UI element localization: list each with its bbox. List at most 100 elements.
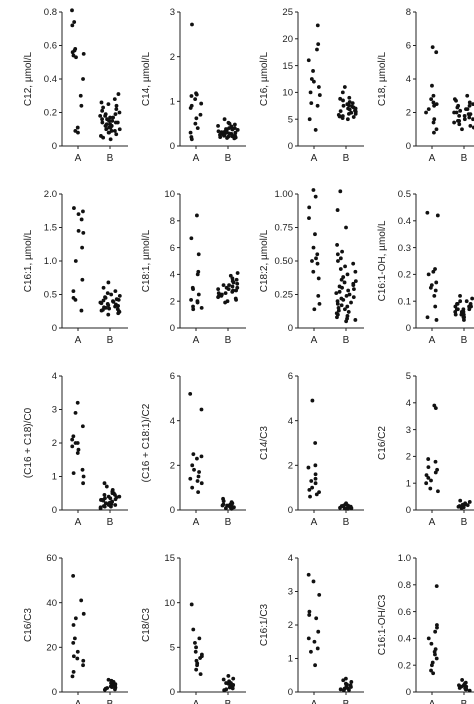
data-point-A [71,289,76,294]
y-tick-label: 4 [288,416,293,427]
data-point-B [347,103,351,108]
data-point-A [424,110,428,115]
data-point-A [79,308,84,313]
data-point-A [311,245,316,250]
data-point-B [344,319,349,324]
data-point-B [231,280,236,285]
y-tick-label: 0 [52,505,57,516]
y-tick-label: 0 [52,323,57,334]
y-tick-label: 4 [52,371,57,382]
dot-plot-7: 0 0.25 0.50 0.75 1.00 C18:2, µmol/L A B [259,188,364,346]
data-point-B [338,687,343,692]
data-point-B [101,498,106,503]
data-point-B [347,688,351,692]
data-point-B [468,124,473,128]
data-point-B [347,107,352,112]
data-point-B [100,108,105,113]
data-point-B [110,118,115,123]
data-point-A [81,51,86,56]
data-point-B [230,127,235,132]
data-point-B [113,503,118,507]
y-tick-label: 2.0 [44,189,57,200]
x-category-label: B [461,335,468,346]
data-point-A [435,213,440,218]
y-tick-label: 0 [406,505,411,516]
data-point-A [193,97,198,101]
data-point-A [426,272,431,277]
dot-plot-4: 0 2 4 6 8 C18, µmol/L A B [377,7,474,164]
data-point-B [336,308,341,313]
data-point-B [117,293,122,298]
data-point-A [75,400,80,405]
data-point-A [313,128,318,132]
data-point-B [462,117,467,122]
data-point-B [457,113,462,118]
data-point-A [434,584,439,589]
data-point-B [216,129,221,134]
x-category-label: A [75,699,82,704]
data-point-A [70,23,75,28]
data-point-B [230,686,235,691]
x-category-label: B [107,517,114,528]
y-tick-label: 0.6 [398,607,411,618]
y-tick-label: 20 [46,643,57,654]
data-point-B [344,225,348,230]
y-tick-label: 0.1 [398,296,411,307]
y-tick-label: 0 [52,141,57,152]
data-point-B [346,310,351,314]
data-point-A [311,69,315,73]
data-point-B [338,267,343,271]
x-category-label: A [311,153,318,164]
data-point-A [317,301,322,306]
data-point-A [70,674,75,679]
y-tick-label: 3 [52,405,57,416]
data-point-B [216,124,220,128]
data-point-A [199,481,204,486]
data-point-B [234,297,238,302]
y-tick-label: 20 [282,34,293,45]
data-point-A [71,640,76,645]
data-point-B [224,506,228,511]
data-point-B [344,293,349,298]
data-point-B [339,277,344,282]
dot-plot-11: 0 2 4 6 C14/C3 A B [259,371,364,528]
data-point-B [467,500,472,504]
data-point-A [189,94,194,98]
data-point-A [195,126,200,131]
x-category-label: A [75,335,82,346]
data-point-A [317,592,322,597]
y-tick-label: 10 [282,88,293,99]
y-tick-label: 4 [170,416,175,427]
y-tick-label: 60 [46,553,57,564]
data-point-B [101,105,106,110]
data-point-A [312,639,317,644]
data-point-A [313,476,318,481]
data-point-B [351,283,356,288]
data-point-A [191,287,195,292]
data-point-B [104,484,109,489]
data-point-A [306,58,311,63]
data-point-A [311,188,316,192]
y-tick-label: 3 [170,7,175,18]
data-point-B [471,125,474,130]
data-point-B [353,279,358,283]
y-tick-label: 1 [170,97,175,108]
data-point-A [75,656,80,661]
data-point-B [220,503,225,508]
y-tick-label: 10 [164,598,175,609]
y-tick-label: 0.3 [398,243,411,254]
data-point-A [71,434,76,439]
data-point-B [230,289,235,294]
y-axis-title: C16/C3 [23,608,34,642]
y-tick-label: 0.5 [44,290,57,301]
data-point-B [455,307,460,312]
data-point-A [425,210,430,215]
y-tick-label: 0 [406,323,411,334]
y-tick-label: 1.0 [44,256,57,267]
data-point-B [101,285,106,290]
data-point-A [316,85,321,89]
data-point-B [338,256,343,261]
data-point-A [75,125,80,130]
data-point-B [336,259,340,263]
data-point-A [425,315,430,320]
